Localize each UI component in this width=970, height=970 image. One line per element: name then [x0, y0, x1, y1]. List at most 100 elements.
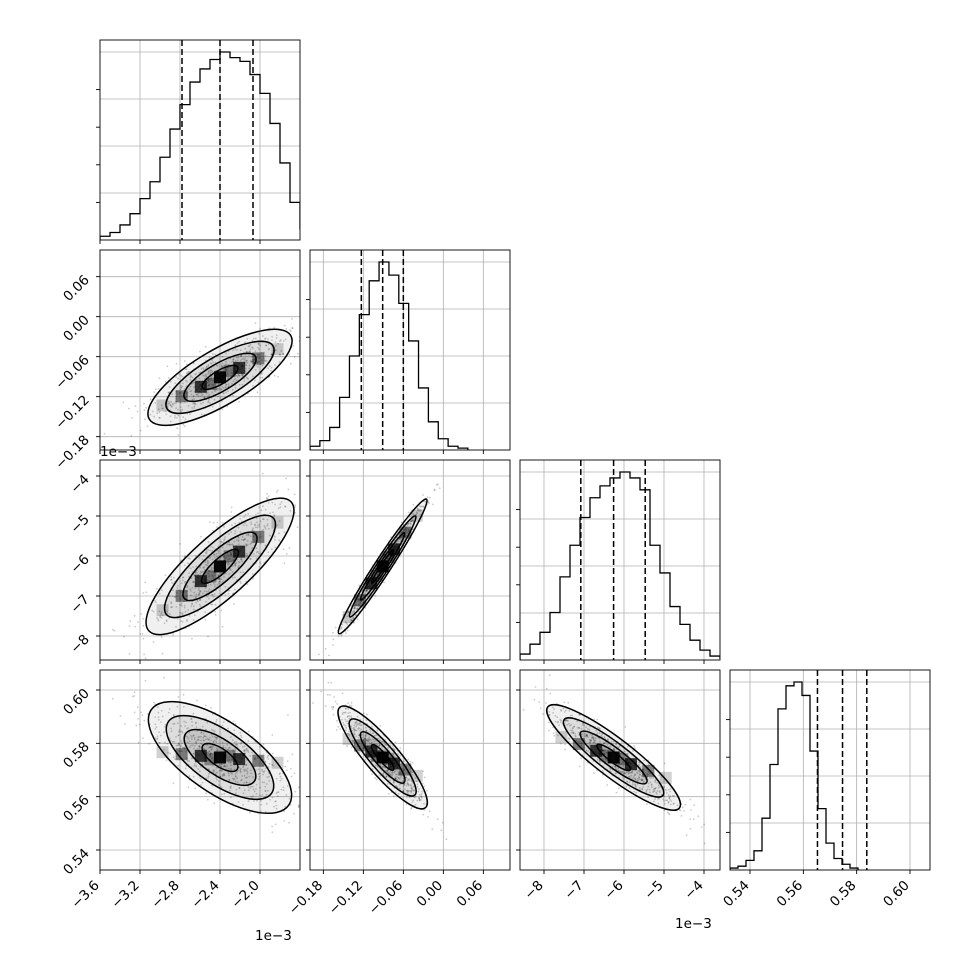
scatter-point [391, 771, 394, 774]
scatter-point [168, 737, 171, 740]
scatter-point [209, 746, 212, 748]
scatter-point [215, 777, 218, 779]
scatter-point [252, 577, 255, 580]
scatter-point [602, 742, 605, 745]
scatter-point [409, 790, 412, 792]
scatter-point [588, 741, 591, 744]
scatter-point [212, 769, 215, 771]
scatter-point [606, 743, 609, 746]
scatter-point [237, 374, 240, 377]
scatter-point [193, 581, 195, 583]
scatter-point [399, 754, 402, 757]
scatter-point [602, 749, 604, 752]
scatter-point [389, 744, 392, 747]
scatter-point [162, 614, 164, 617]
scatter-point [666, 799, 669, 802]
scatter-point [246, 350, 249, 353]
scatter-point [614, 749, 616, 752]
scatter-point [263, 781, 266, 784]
scatter-point [200, 392, 203, 395]
scatter-point [388, 792, 390, 795]
scatter-point [346, 623, 349, 626]
scatter-point [654, 779, 657, 781]
scatter-point [371, 741, 373, 744]
scatter-point [210, 383, 213, 386]
scatter-point [152, 641, 155, 643]
scatter-point [359, 729, 361, 732]
scatter-point [210, 568, 213, 571]
scatter-point [128, 625, 131, 627]
scatter-point [252, 347, 254, 350]
scatter-point [418, 797, 421, 799]
scatter-point [207, 378, 210, 381]
scatter-point [689, 798, 692, 801]
scatter-point [141, 714, 144, 717]
scatter-point [236, 781, 239, 784]
scatter-point [365, 726, 367, 729]
x-tick-label: 0.00 [414, 878, 447, 911]
scatter-point [172, 723, 174, 725]
scatter-point [365, 729, 368, 732]
scatter-point [270, 366, 273, 369]
scatter-point [256, 361, 259, 364]
scatter-point [180, 744, 182, 747]
scatter-point [212, 575, 214, 578]
scatter-point [356, 618, 359, 621]
scatter-point [392, 781, 395, 784]
scatter-point [386, 557, 389, 560]
scatter-point [570, 731, 573, 734]
scatter-point [160, 613, 163, 615]
scatter-point [196, 739, 198, 742]
scatter-point [633, 777, 636, 780]
scatter-point [198, 747, 201, 750]
scatter-point [649, 781, 652, 783]
scatter-point [205, 375, 207, 377]
scatter-point [206, 595, 208, 598]
scatter-point [572, 731, 575, 734]
scatter-point [208, 395, 210, 398]
scatter-point [185, 392, 188, 395]
scatter-point [202, 566, 205, 569]
scatter-point [204, 568, 206, 571]
scatter-point [235, 379, 238, 382]
scatter-point [153, 599, 156, 602]
scatter-point [289, 330, 292, 333]
scatter-point [240, 582, 242, 584]
histogram-step [730, 681, 859, 870]
scatter-point [252, 795, 254, 798]
scatter-point [422, 494, 424, 496]
scatter-point [318, 789, 320, 791]
scatter-point [193, 745, 196, 747]
scatter-point [255, 517, 258, 520]
scatter-point [207, 570, 210, 572]
scatter-point [384, 743, 387, 746]
scatter-point [222, 580, 224, 583]
scatter-point [599, 727, 601, 730]
contour-line [200, 548, 240, 585]
scatter-point [303, 342, 305, 344]
scatter-point [274, 349, 277, 351]
scatter-point [404, 529, 406, 532]
scatter-point [257, 366, 259, 368]
scatter-point [658, 790, 661, 792]
scatter-point [158, 377, 161, 380]
scatter-point [253, 337, 255, 340]
scatter-point [247, 512, 250, 515]
scatter-point [199, 570, 202, 573]
x-tick-label: −7 [561, 878, 586, 903]
scatter-point [275, 334, 278, 337]
scatter-point [401, 534, 404, 537]
scatter-point [402, 780, 404, 782]
scatter-point [409, 784, 412, 787]
scatter-point [399, 771, 401, 774]
scatter-point [254, 758, 257, 760]
scatter-point [210, 728, 213, 731]
scatter-point [297, 786, 300, 789]
scatter-point [207, 370, 210, 373]
scatter-point [334, 700, 337, 703]
scatter-point [194, 587, 197, 589]
scatter-point [161, 652, 164, 655]
scatter-point [203, 735, 206, 737]
scatter-point [410, 520, 412, 523]
scatter-point [213, 553, 216, 556]
